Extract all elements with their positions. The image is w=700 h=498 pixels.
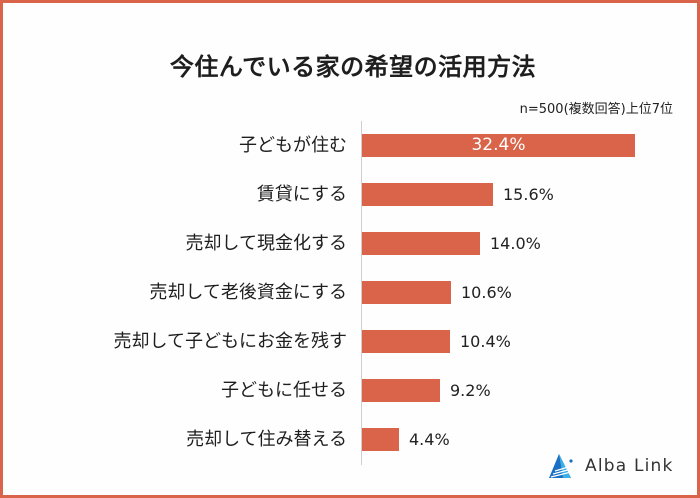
bar: [362, 183, 493, 206]
bar: [362, 330, 450, 353]
bar: [362, 281, 451, 304]
chart-title: 今住んでいる家の希望の活用方法: [169, 53, 537, 81]
bar-row: 売却して老後資金にする 10.6%: [3, 281, 700, 304]
category-label: 賃貸にする: [256, 184, 347, 205]
brand-name: Alba Link: [585, 456, 674, 476]
brand-logo: Alba Link: [547, 453, 674, 479]
category-label: 売却して子どもにお金を残す: [113, 331, 347, 352]
bar-row: 子どもに任せる 9.2%: [3, 379, 700, 402]
category-label: 売却して老後資金にする: [149, 282, 347, 303]
bar: [362, 134, 635, 157]
value-label: 14.0%: [490, 234, 541, 253]
y-axis-line: [361, 121, 362, 465]
value-label: 9.2%: [450, 381, 491, 400]
category-label: 売却して住み替える: [186, 429, 347, 450]
bar-row: 売却して子どもにお金を残す 10.4%: [3, 330, 700, 353]
bar-row: 売却して現金化する 14.0%: [3, 232, 700, 255]
category-label: 子どもに任せる: [221, 380, 347, 401]
value-label: 15.6%: [503, 185, 554, 204]
value-label: 10.6%: [461, 283, 512, 302]
category-label: 売却して現金化する: [185, 233, 347, 254]
bar: [362, 428, 399, 451]
value-label: 10.4%: [460, 332, 511, 351]
bar-row: 賃貸にする 15.6%: [3, 183, 700, 206]
bar: [362, 232, 480, 255]
alba-link-logo-icon: [549, 454, 576, 478]
category-label: 子どもが住む: [239, 135, 347, 156]
bar-row: 子どもが住む 32.4%: [3, 134, 700, 157]
sample-size-note: n=500(複数回答)上位7位: [519, 102, 673, 117]
value-label: 4.4%: [409, 430, 450, 449]
bar: [362, 379, 440, 402]
value-label: 32.4%: [471, 135, 526, 155]
bar-row: 売却して住み替える 4.4%: [3, 428, 700, 451]
